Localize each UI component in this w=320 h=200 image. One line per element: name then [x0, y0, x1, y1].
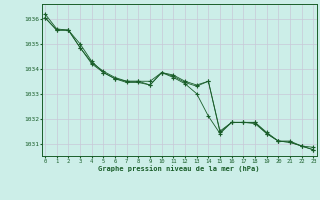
X-axis label: Graphe pression niveau de la mer (hPa): Graphe pression niveau de la mer (hPa): [99, 165, 260, 172]
